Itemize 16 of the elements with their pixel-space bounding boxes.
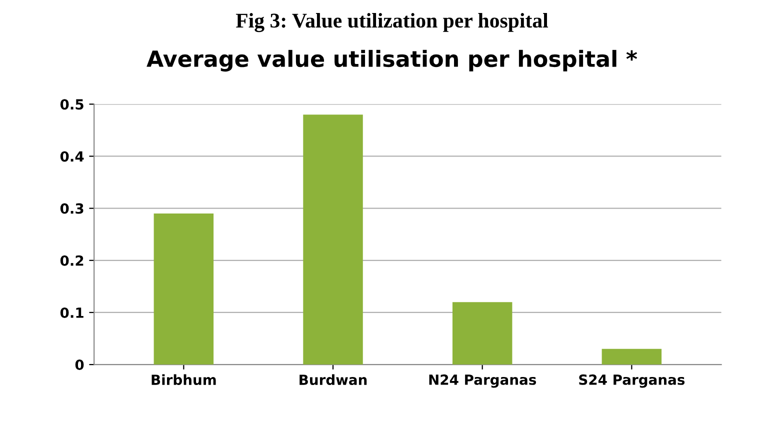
caption: Fig 3: Value utilization per hospital: [236, 13, 548, 32]
bar: [303, 114, 363, 365]
y-tick-label: 0: [75, 360, 84, 370]
bar: [602, 348, 662, 365]
x-tick-label: S24 Parganas: [579, 374, 685, 388]
chart-title: Average value utilisation per hospital *: [146, 50, 638, 72]
x-tick-label: N24 Parganas: [429, 374, 536, 388]
bar: [452, 302, 512, 365]
y-tick-label: 0.2: [60, 255, 84, 266]
x-tick-label: Birbhum: [152, 374, 216, 386]
y-tick-label: 0.1: [60, 307, 84, 318]
x-tick-label: Burdwan: [300, 374, 367, 386]
y-tick-label: 0.4: [60, 151, 84, 162]
bar: [154, 214, 214, 365]
y-tick-label: 0.5: [60, 99, 84, 110]
y-tick-label: 0.3: [60, 203, 84, 214]
